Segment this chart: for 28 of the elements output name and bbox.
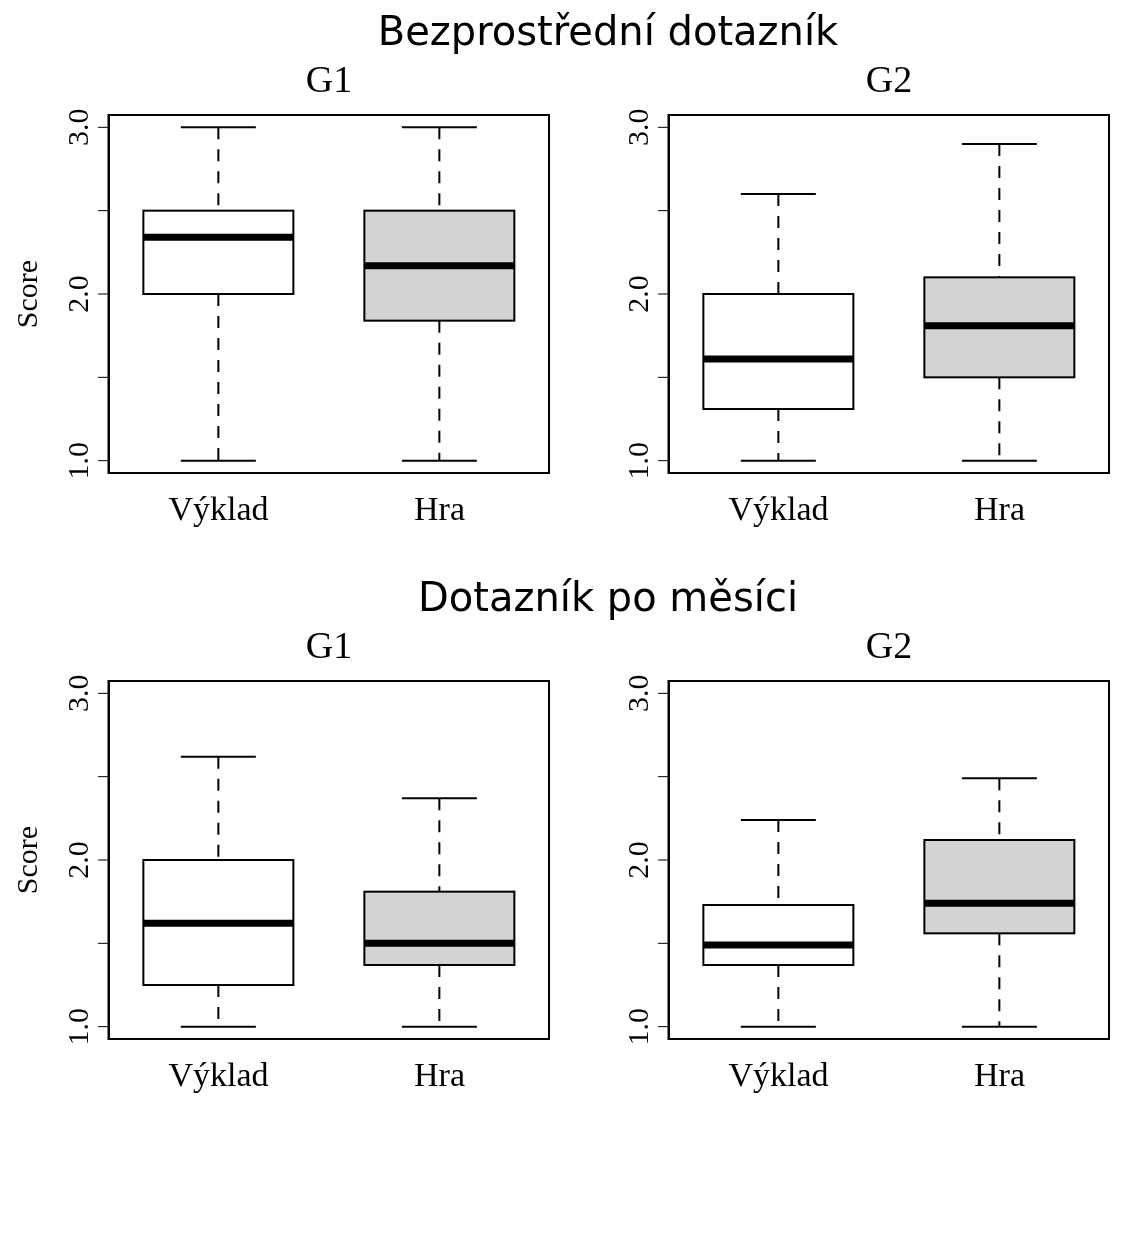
- y-axis-title: Score: [9, 825, 43, 895]
- y-tick-label: 2.0: [621, 841, 654, 879]
- x-tick-label: Výklad: [168, 490, 269, 528]
- text: Dotazník po měsíci: [417, 574, 799, 620]
- chart-title: G1: [304, 623, 354, 668]
- x-tick-label: Hra: [974, 490, 1025, 528]
- y-tick-label: 1.0: [621, 1007, 654, 1046]
- x-tick-label: Hra: [974, 1056, 1025, 1094]
- y-tick-label: 1.0: [621, 441, 654, 480]
- y-tick-label: 3.0: [61, 674, 94, 713]
- x-tick-label: Výklad: [728, 1056, 829, 1094]
- y-tick-label: 3.0: [61, 108, 94, 147]
- x-tick-label: Hra: [414, 490, 465, 528]
- y-tick-label: 2.0: [61, 275, 94, 313]
- y-tick-label: 2.0: [61, 841, 94, 879]
- text: Bezprostřední dotazník: [376, 8, 840, 54]
- y-tick-label: 1.0: [61, 1007, 94, 1046]
- y-tick-label: 1.0: [61, 441, 94, 480]
- y-axis-title: Score: [9, 259, 43, 329]
- x-tick-label: Výklad: [168, 1056, 269, 1094]
- y-tick-label: 3.0: [621, 108, 654, 147]
- chart-title: G1: [304, 57, 354, 102]
- x-tick-label: Hra: [414, 1056, 465, 1094]
- y-tick-label: 2.0: [621, 275, 654, 313]
- chart-title: G2: [864, 57, 914, 102]
- y-tick-label: 3.0: [621, 674, 654, 713]
- chart-title: G2: [864, 623, 914, 668]
- x-tick-label: Výklad: [728, 490, 829, 528]
